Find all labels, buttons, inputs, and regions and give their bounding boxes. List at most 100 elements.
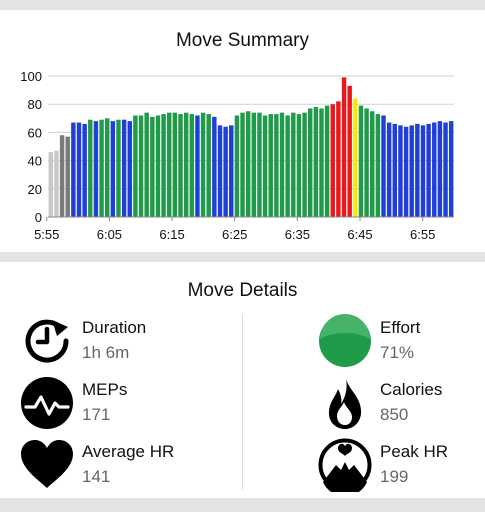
- x-tick-label: 6:05: [97, 227, 122, 242]
- mountain-peak-icon: [318, 438, 372, 492]
- chart-bar: [347, 85, 352, 218]
- x-tick-label: 6:15: [159, 227, 184, 242]
- chart-bar: [257, 112, 262, 217]
- move-details-title: Move Details: [187, 280, 298, 301]
- chart-bar: [392, 123, 398, 217]
- chart-bar: [353, 98, 358, 217]
- chart-bar: [420, 125, 426, 217]
- chart-bar: [76, 122, 82, 217]
- chart-bar: [274, 114, 279, 217]
- heart-icon: [21, 440, 73, 488]
- chart-bar: [426, 123, 431, 217]
- chart-bar: [268, 114, 273, 217]
- y-tick-label: 80: [28, 97, 42, 112]
- chart-bar: [336, 101, 341, 217]
- metric-label: Duration: [82, 318, 147, 337]
- metric-label: Effort: [380, 318, 421, 337]
- chart-bar: [245, 111, 251, 217]
- chart-bar: [279, 112, 285, 217]
- chart-bar: [234, 115, 240, 217]
- chart-bar: [386, 122, 392, 217]
- chart-bar: [437, 121, 443, 217]
- chart-bar: [167, 112, 172, 217]
- metric-value: 850: [380, 405, 409, 424]
- chart-bar: [319, 108, 324, 217]
- y-tick-label: 20: [28, 182, 42, 197]
- chart-bar: [364, 108, 369, 217]
- chart-bar: [370, 111, 375, 217]
- metric-value: 141: [82, 467, 111, 486]
- chart-bar: [59, 135, 65, 217]
- chart-bar: [54, 150, 59, 217]
- chart-bar: [223, 126, 228, 217]
- metric-value: 199: [380, 467, 409, 486]
- chart-bar: [443, 122, 448, 217]
- chart-bar: [313, 107, 319, 217]
- y-tick-label: 60: [28, 125, 42, 140]
- chart-bar: [307, 108, 313, 217]
- effort-circle-icon: [319, 314, 371, 367]
- metric-label: MEPs: [82, 380, 128, 399]
- chart-bar: [285, 115, 290, 217]
- chart-bar: [291, 112, 296, 217]
- y-tick-label: 0: [35, 210, 42, 225]
- chart-bar: [183, 112, 189, 217]
- metric-value: 171: [82, 405, 111, 424]
- chart-bar: [88, 119, 93, 217]
- chart-bar: [150, 116, 155, 217]
- chart-bar: [375, 114, 381, 217]
- chart-bar: [116, 119, 121, 217]
- chart-bar: [82, 123, 87, 217]
- chart-bar: [330, 104, 335, 217]
- x-tick-label: 5:55: [34, 227, 59, 242]
- chart-bar: [189, 114, 195, 217]
- move-summary-chart: 0 20 40 60 80 100 5:55 6:05 6:15 6:25 6:35 6:45 6:55: [20, 69, 454, 242]
- chart-bar: [229, 125, 234, 217]
- chart-bar: [240, 112, 245, 217]
- x-tick-label: 6:55: [410, 227, 435, 242]
- metric-value: 71%: [380, 343, 415, 362]
- chart-bar: [381, 115, 386, 217]
- chart-bar: [262, 115, 268, 217]
- x-tick-label: 6:25: [222, 227, 247, 242]
- chart-bar: [110, 121, 116, 217]
- chart-bar: [217, 125, 223, 217]
- move-summary-title: Move Summary: [175, 30, 310, 51]
- chart-bar: [448, 121, 454, 217]
- chart-bar: [302, 112, 307, 217]
- chart-bar: [415, 123, 420, 217]
- chart-bar: [99, 119, 104, 217]
- stopwatch-icon: [25, 319, 69, 363]
- chart-bar: [432, 122, 437, 217]
- heart-rate-wave-icon: [21, 377, 73, 429]
- y-tick-label: 100: [20, 69, 42, 84]
- chart-bar: [178, 114, 183, 217]
- metric-label: Average HR: [82, 442, 175, 461]
- chart-bar: [161, 114, 166, 217]
- move-summary-card: Move Summary 0 20 40 60 80 100 5:55 6:05 6:15 6:2…: [0, 10, 485, 252]
- chart-bar: [403, 126, 409, 217]
- chart-bar: [127, 121, 132, 217]
- chart-bar: [93, 121, 99, 217]
- y-tick-label: 40: [28, 154, 42, 169]
- chart-bar: [65, 136, 70, 217]
- chart-bar: [172, 112, 178, 217]
- chart-bar: [144, 112, 149, 217]
- metric-label: Peak HR: [380, 442, 449, 461]
- chart-bar: [200, 112, 206, 217]
- chart-bar: [206, 114, 211, 217]
- chart-bar: [133, 115, 138, 217]
- chart-bar: [324, 105, 330, 217]
- chart-bar: [104, 118, 110, 217]
- chart-bar: [121, 119, 127, 217]
- flame-icon: [328, 378, 362, 429]
- chart-bar: [296, 114, 302, 217]
- column-divider: [242, 314, 243, 490]
- chart-bar: [212, 116, 217, 217]
- x-tick-label: 6:45: [347, 227, 372, 242]
- chart-bar: [358, 105, 364, 217]
- chart-bar: [409, 125, 414, 217]
- chart-bar: [341, 77, 347, 217]
- x-tick-label: 6:35: [285, 227, 310, 242]
- chart-bar: [138, 115, 144, 217]
